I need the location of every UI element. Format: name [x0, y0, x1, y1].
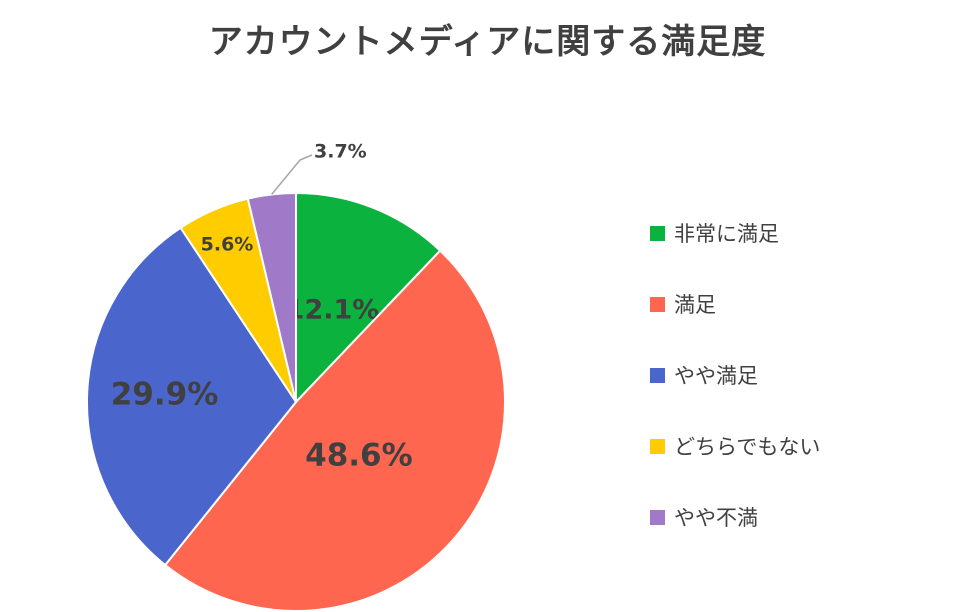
legend-label: どちらでもない — [674, 435, 821, 459]
data-label: 29.9% — [111, 377, 219, 413]
pie-slice — [246, 191, 297, 403]
legend-swatch — [650, 509, 665, 525]
chart-title: アカウントメディアに関する満足度 — [208, 22, 767, 62]
legend-item-very-satisfied: 非常に満足 — [650, 218, 779, 248]
legend-item-somewhat-dissatisfied: やや不満 — [650, 502, 758, 532]
legend-label: 満足 — [674, 293, 716, 317]
data-label: 3.7% — [314, 141, 367, 163]
data-label: 12.1% — [286, 294, 380, 325]
legend-label: やや満足 — [674, 364, 758, 388]
legend-swatch — [650, 438, 665, 454]
legend-item-somewhat-satisfied: やや満足 — [650, 360, 758, 390]
leader-line — [271, 154, 313, 195]
data-label: 48.6% — [305, 438, 413, 474]
pie-slice — [295, 191, 442, 405]
pie-slice — [163, 249, 506, 612]
legend-swatch — [650, 225, 665, 241]
legend-label: やや不満 — [674, 506, 758, 530]
legend-item-neutral: どちらでもない — [650, 431, 820, 461]
legend-label: 非常に満足 — [674, 222, 779, 246]
legend-swatch — [650, 367, 665, 383]
legend-swatch — [650, 296, 665, 312]
legend-item-satisfied: 満足 — [650, 289, 716, 319]
data-label: 5.6% — [201, 233, 254, 255]
pie-slice — [86, 226, 298, 567]
